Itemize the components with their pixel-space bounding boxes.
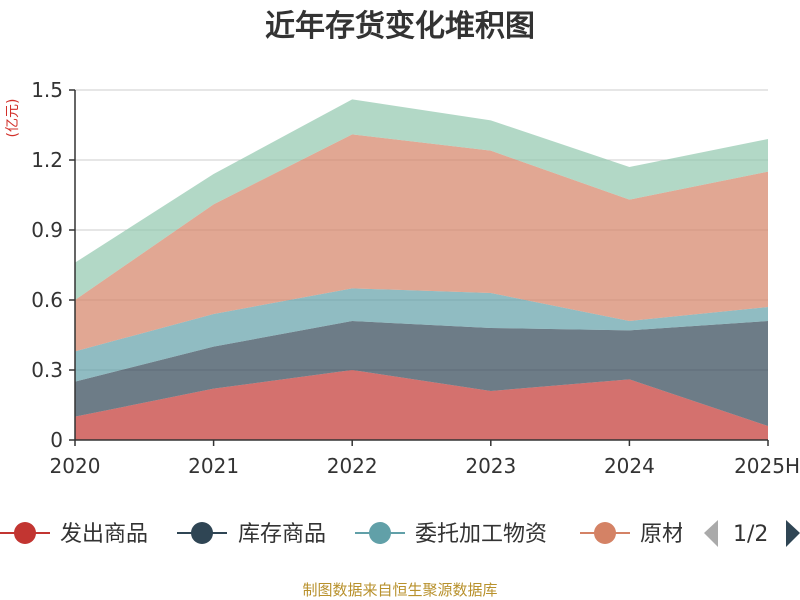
y-tick-label: 0 <box>50 428 63 452</box>
x-tick-label: 2023 <box>465 454 516 478</box>
chart-title: 近年存货变化堆积图 <box>265 9 535 44</box>
triangle-left-icon[interactable] <box>704 520 718 547</box>
area-series-2[interactable] <box>75 321 768 426</box>
legend-label: 发出商品 <box>60 522 148 547</box>
x-tick-label: 2025H <box>734 454 800 478</box>
legend-marker <box>191 522 213 544</box>
axes <box>69 89 769 446</box>
y-axis-tick-labels: 0 0.3 0.6 0.9 1.2 1.5 <box>31 78 63 452</box>
area-series-5[interactable] <box>75 99 768 300</box>
area-series-1[interactable] <box>75 370 768 440</box>
x-tick-label: 2024 <box>604 454 655 478</box>
y-tick-label: 1.5 <box>31 78 63 102</box>
y-tick-label: 0.3 <box>31 358 63 382</box>
y-axis-unit: (亿元) <box>5 99 21 138</box>
y-tick-label: 0.6 <box>31 288 63 312</box>
x-axis-tick-labels: 2020 2021 2022 2023 2024 2025H <box>50 454 800 478</box>
area-series-4[interactable] <box>75 134 768 352</box>
legend-label: 库存商品 <box>238 522 326 547</box>
source-note: 制图数据来自恒生聚源数据库 <box>302 581 497 599</box>
legend: 发出商品 库存商品 委托加工物资 原材 1/2 <box>0 520 800 547</box>
x-tick-label: 2022 <box>327 454 378 478</box>
legend-marker <box>594 522 616 544</box>
legend-label: 原材 <box>640 522 684 547</box>
legend-item-3[interactable]: 委托加工物资 <box>355 522 547 547</box>
y-tick-label: 1.2 <box>31 148 63 172</box>
legend-item-4[interactable]: 原材 <box>580 522 684 547</box>
legend-label: 委托加工物资 <box>415 522 547 547</box>
legend-page-indicator: 1/2 <box>733 522 768 547</box>
legend-item-1[interactable]: 发出商品 <box>0 522 148 547</box>
legend-marker <box>369 522 391 544</box>
x-tick-label: 2020 <box>50 454 101 478</box>
x-tick-label: 2021 <box>188 454 239 478</box>
area-series-3[interactable] <box>75 288 768 382</box>
triangle-right-icon[interactable] <box>786 520 800 547</box>
legend-marker <box>14 522 36 544</box>
stacked-areas <box>75 99 768 440</box>
legend-item-2[interactable]: 库存商品 <box>177 522 326 547</box>
y-tick-label: 0.9 <box>31 218 63 242</box>
